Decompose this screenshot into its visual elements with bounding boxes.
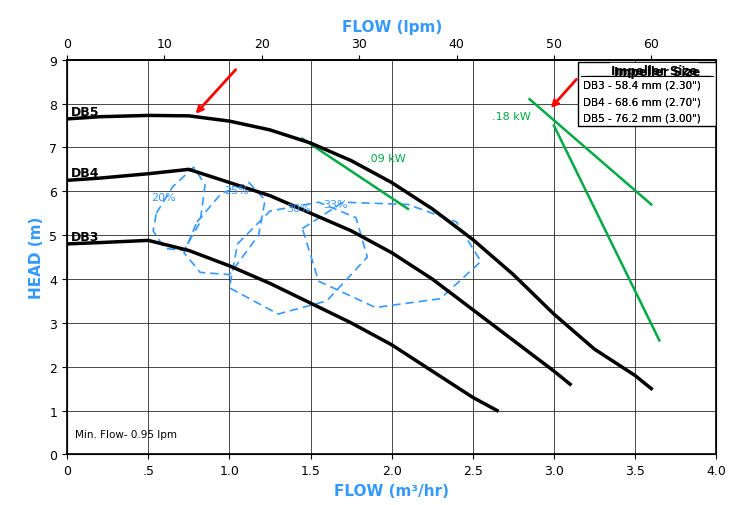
Text: DB4 - 68.6 mm (2.70"): DB4 - 68.6 mm (2.70") <box>583 97 701 107</box>
Text: Min. Flow- 0.95 lpm: Min. Flow- 0.95 lpm <box>75 429 178 439</box>
Text: .18 kW: .18 kW <box>492 112 531 122</box>
Text: DB4 - 68.6 mm (2.70"): DB4 - 68.6 mm (2.70") <box>583 97 701 107</box>
Text: DB3 - 58.4 mm (2.30"): DB3 - 58.4 mm (2.30") <box>583 80 701 90</box>
Text: DB3 - 58.4 mm (2.30"): DB3 - 58.4 mm (2.30") <box>583 80 701 90</box>
Text: DB5 - 76.2 mm (3.00"): DB5 - 76.2 mm (3.00") <box>583 114 700 124</box>
Text: DB5 - 76.2 mm (3.00"): DB5 - 76.2 mm (3.00") <box>583 114 700 124</box>
Y-axis label: HEAD (m): HEAD (m) <box>29 217 44 298</box>
Text: Impeller Size: Impeller Size <box>611 65 697 78</box>
Text: DB3: DB3 <box>70 231 98 244</box>
FancyBboxPatch shape <box>578 63 716 126</box>
Text: DB4: DB4 <box>70 167 99 180</box>
X-axis label: FLOW (m³/hr): FLOW (m³/hr) <box>334 483 449 498</box>
Text: .09 kW: .09 kW <box>367 154 406 163</box>
Text: DB5: DB5 <box>70 106 99 118</box>
Text: 30%: 30% <box>286 204 311 214</box>
Text: Impeller Size: Impeller Size <box>614 66 700 79</box>
Text: 25%: 25% <box>225 186 249 196</box>
Text: 20%: 20% <box>151 193 176 203</box>
X-axis label: FLOW (lpm): FLOW (lpm) <box>342 20 442 35</box>
Text: 33%: 33% <box>324 199 348 209</box>
